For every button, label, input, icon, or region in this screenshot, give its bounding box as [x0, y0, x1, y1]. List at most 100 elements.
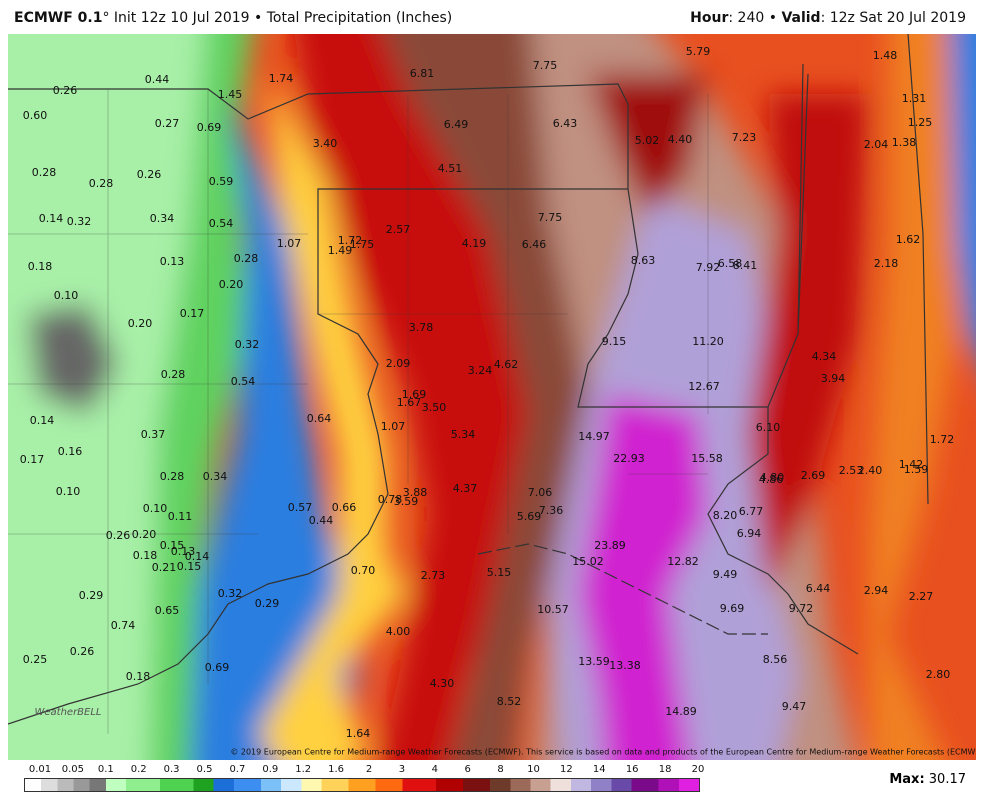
- precip-value: 0.20: [219, 278, 244, 291]
- precip-value: 0.29: [79, 589, 104, 602]
- precip-value: 0.15: [177, 560, 202, 573]
- precip-value: 1.25: [908, 116, 933, 129]
- precip-value: 13.59: [578, 655, 610, 668]
- colorbar-label: 4: [431, 764, 438, 775]
- precip-value: 7.75: [538, 211, 563, 224]
- precip-value: 7.75: [533, 59, 558, 72]
- precip-value: 0.14: [30, 414, 55, 427]
- precip-value: 0.15: [160, 539, 185, 552]
- precip-value: 7.06: [528, 486, 553, 499]
- precip-value: 4.19: [462, 237, 487, 250]
- precip-value: 0.10: [143, 502, 168, 515]
- precip-value: 0.28: [89, 177, 114, 190]
- precip-value: 0.25: [23, 653, 48, 666]
- precip-value: 2.40: [858, 464, 883, 477]
- model-name: ECMWF 0.1: [14, 10, 103, 26]
- precip-value: 0.29: [255, 597, 280, 610]
- precip-value: 0.66: [332, 501, 357, 514]
- precip-value: 7.36: [539, 504, 564, 517]
- colorbar-label: 16: [625, 764, 639, 775]
- precip-value: 0.69: [205, 661, 230, 674]
- colorbar-label: 1.2: [295, 764, 312, 775]
- precip-value: 0.13: [171, 545, 196, 558]
- precip-value: 0.26: [70, 645, 95, 658]
- valid-value: : 12z Sat 20 Jul 2019: [820, 10, 966, 26]
- precip-value: 8.20: [713, 509, 738, 522]
- precip-value: 0.18: [126, 670, 151, 683]
- precip-value: 14.97: [578, 430, 610, 443]
- precip-value: 8.63: [631, 254, 656, 267]
- max-readout: Max: 30.17: [889, 772, 966, 787]
- precip-value: 3.88: [403, 486, 428, 499]
- precip-value: 1.31: [902, 92, 927, 105]
- precip-value: 0.34: [203, 470, 228, 483]
- colorbar-label: 0.3: [163, 764, 180, 775]
- precip-value: 5.79: [686, 45, 711, 58]
- precip-value: 0.10: [54, 289, 79, 302]
- precip-value: 0.14: [39, 212, 64, 225]
- precip-value: 1.72: [930, 433, 955, 446]
- precip-value: 13.38: [609, 659, 641, 672]
- precip-value: 1.48: [873, 49, 898, 62]
- precip-value: 1.49: [328, 244, 353, 257]
- precip-value: 2.73: [421, 569, 446, 582]
- precip-value: 4.34: [812, 350, 837, 363]
- max-key: Max:: [889, 772, 925, 787]
- precip-value: 0.18: [28, 260, 53, 273]
- colorbar: 0.01 0.05 0.1 0.2 0.3 0.5 0.7 0.9 1.2 1.6 2 3 4 6 8 10 1…: [24, 764, 704, 804]
- precip-value: 0.57: [288, 501, 313, 514]
- precip-value: 15.58: [691, 452, 723, 465]
- precip-value: 0.44: [309, 514, 334, 527]
- precip-value: 2.69: [801, 469, 826, 482]
- precip-value: 0.78: [378, 493, 403, 506]
- precip-value: 0.59: [209, 175, 234, 188]
- precip-value: 15.02: [572, 555, 604, 568]
- precip-value: 0.21: [152, 561, 177, 574]
- precip-value: 0.20: [128, 317, 153, 330]
- precip-value: 6.44: [806, 582, 831, 595]
- logo: WeatherBELL: [34, 707, 101, 718]
- colorbar-label: 0.05: [61, 764, 85, 775]
- precip-value: 1.62: [896, 233, 921, 246]
- precip-value: 0.26: [137, 168, 162, 181]
- precip-value: 0.60: [23, 109, 48, 122]
- precip-value: 0.69: [197, 121, 222, 134]
- precip-value: 12.67: [688, 380, 720, 393]
- precip-value: 1.69: [402, 388, 427, 401]
- precip-value: 10.57: [537, 603, 569, 616]
- precip-value: 9.72: [789, 602, 814, 615]
- precip-value: 0.11: [168, 510, 193, 523]
- precip-value: 2.94: [864, 584, 889, 597]
- precip-value: 11.20: [692, 335, 724, 348]
- precip-value: 4.62: [494, 358, 519, 371]
- colorbar-label: 20: [691, 764, 705, 775]
- precip-value: 0.65: [155, 604, 180, 617]
- precip-value: 3.40: [313, 137, 338, 150]
- precip-value: 0.17: [180, 307, 205, 320]
- precip-value: 14.89: [665, 705, 697, 718]
- precip-value: 8.56: [763, 653, 788, 666]
- precip-value: 0.32: [235, 338, 260, 351]
- colorbar-label: 8: [497, 764, 504, 775]
- precip-value: 2.18: [874, 257, 899, 270]
- precip-value: 9.15: [602, 335, 627, 348]
- hour-value: : 240 •: [728, 10, 782, 26]
- precip-value: 1.75: [350, 238, 375, 251]
- precip-value: 4.40: [668, 133, 693, 146]
- colorbar-label: 0.5: [196, 764, 213, 775]
- colorbar-label: 1.6: [328, 764, 345, 775]
- colorbar-label: 0.9: [262, 764, 279, 775]
- precip-value: 0.20: [132, 528, 157, 541]
- precip-value: 0.32: [218, 587, 243, 600]
- precip-value: 4.00: [386, 625, 411, 638]
- max-value: 30.17: [928, 772, 966, 787]
- precip-value: 22.93: [613, 452, 645, 465]
- precip-value: 9.69: [720, 602, 745, 615]
- precip-value: 2.04: [864, 138, 889, 151]
- precip-value: 0.28: [234, 252, 259, 265]
- precip-value: 3.59: [394, 495, 419, 508]
- precip-value: 0.18: [133, 549, 158, 562]
- precip-value: 2.53: [839, 464, 864, 477]
- copyright: © 2019 European Centre for Medium-range …: [230, 748, 976, 757]
